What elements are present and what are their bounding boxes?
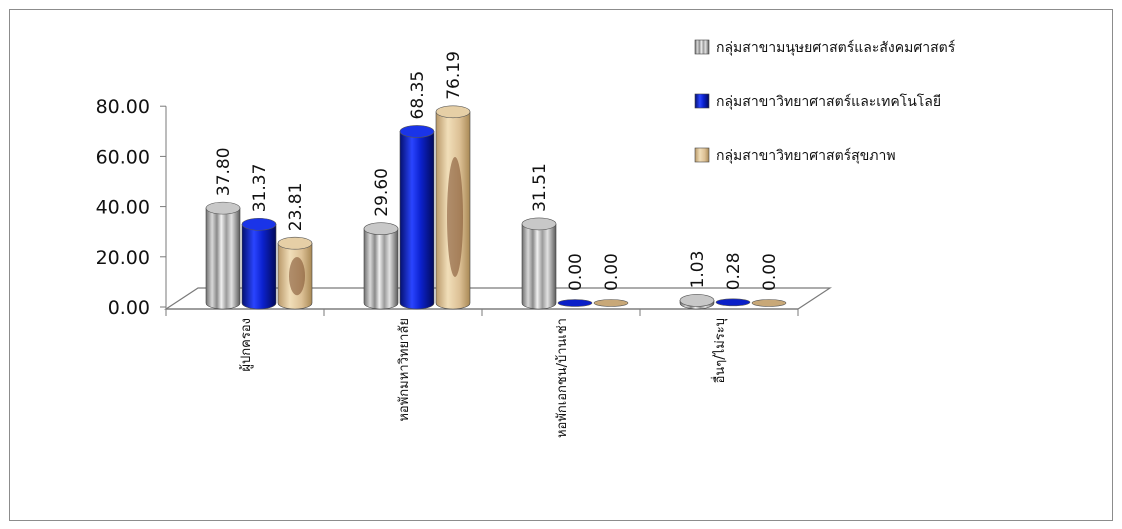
bar-cap xyxy=(205,201,241,215)
bar-cap xyxy=(715,298,751,307)
bar-1-2 xyxy=(557,299,593,307)
y-tick-label: 0.00 xyxy=(108,297,150,319)
bar-texture xyxy=(289,256,305,296)
bar-cap xyxy=(557,299,593,307)
bar-2-2 xyxy=(593,299,629,307)
y-tick-label: 60.00 xyxy=(96,146,150,168)
y-tick-label: 20.00 xyxy=(96,247,150,269)
bar-1-3 xyxy=(715,298,751,307)
bar-0-3 xyxy=(679,294,715,310)
bar-cap xyxy=(521,217,557,231)
x-category-label: ผู้ปกครอง xyxy=(239,318,254,372)
bar-cap xyxy=(241,217,277,231)
legend: กลุ่มสาขามนุษยศาสตร์และสังคมศาสตร์กลุ่มส… xyxy=(694,39,956,164)
bars xyxy=(205,105,787,310)
bar-0-0 xyxy=(205,201,241,310)
bar-body xyxy=(241,223,277,310)
bar-cap xyxy=(751,299,787,307)
bar-2-0 xyxy=(277,236,313,310)
legend-swatch xyxy=(694,93,710,109)
bar-2-3 xyxy=(751,299,787,307)
bar-cap xyxy=(277,236,313,250)
x-category-label: อื่นๆ/ไม่ระบุ xyxy=(711,318,728,384)
y-axis: 0.00 20.00 40.00 60.00 80.00 xyxy=(96,96,167,319)
data-labels: 37.80 29.60 31.51 1.03 31.37 68.35 0.00 0.28 23.… xyxy=(214,51,780,291)
legend-swatch xyxy=(694,147,710,163)
bar-body xyxy=(205,207,241,310)
legend-label: กลุ่มสาขามนุษยศาสตร์และสังคมศาสตร์ xyxy=(716,39,956,56)
x-category-label: หอพักเอกชน/บ้านเช่า xyxy=(555,318,570,438)
data-label: 37.80 xyxy=(214,147,234,196)
bar-cap xyxy=(399,125,435,138)
bar-cap xyxy=(435,105,471,119)
legend-swatch xyxy=(694,39,710,55)
bar-cap xyxy=(363,222,399,236)
legend-item: กลุ่มสาขาวิทยาศาสตร์และเทคโนโลยี xyxy=(694,93,941,110)
bar-body xyxy=(521,223,557,310)
bar-2-1 xyxy=(435,105,471,310)
data-label: 0.00 xyxy=(602,253,622,291)
data-label: 76.19 xyxy=(444,51,464,100)
bar-1-1 xyxy=(399,125,435,310)
data-label: 29.60 xyxy=(372,168,392,217)
bar-cap xyxy=(593,299,629,307)
data-label: 0.00 xyxy=(760,253,780,291)
bar-body xyxy=(363,228,399,310)
legend-label: กลุ่มสาขาวิทยาศาสตร์และเทคโนโลยี xyxy=(716,93,941,110)
bar-0-2 xyxy=(521,217,557,310)
data-label: 1.03 xyxy=(688,251,708,289)
chart-frame xyxy=(9,9,1113,521)
bar-1-0 xyxy=(241,217,277,310)
bar-cap xyxy=(679,294,715,307)
y-tick-label: 40.00 xyxy=(96,197,150,219)
x-category-label: หอพักมหาวิทยาลัย xyxy=(397,318,412,422)
bar-body xyxy=(399,131,435,310)
data-label: 31.51 xyxy=(530,163,550,212)
data-label: 68.35 xyxy=(408,71,428,120)
legend-item: กลุ่มสาขาวิทยาศาสตร์สุขภาพ xyxy=(694,147,896,164)
data-label: 0.00 xyxy=(566,253,586,291)
data-label: 23.81 xyxy=(286,183,306,232)
x-axis-labels: ผู้ปกครอง หอพักมหาวิทยาลัย หอพักเอกชน/บ้าน… xyxy=(239,318,728,438)
data-label: 0.28 xyxy=(724,252,744,290)
y-tick-label: 80.00 xyxy=(96,96,150,118)
bar-0-1 xyxy=(363,222,399,310)
bar-texture xyxy=(447,156,463,277)
legend-label: กลุ่มสาขาวิทยาศาสตร์สุขภาพ xyxy=(716,147,896,164)
legend-item: กลุ่มสาขามนุษยศาสตร์และสังคมศาสตร์ xyxy=(694,39,956,56)
data-label: 31.37 xyxy=(250,164,270,213)
